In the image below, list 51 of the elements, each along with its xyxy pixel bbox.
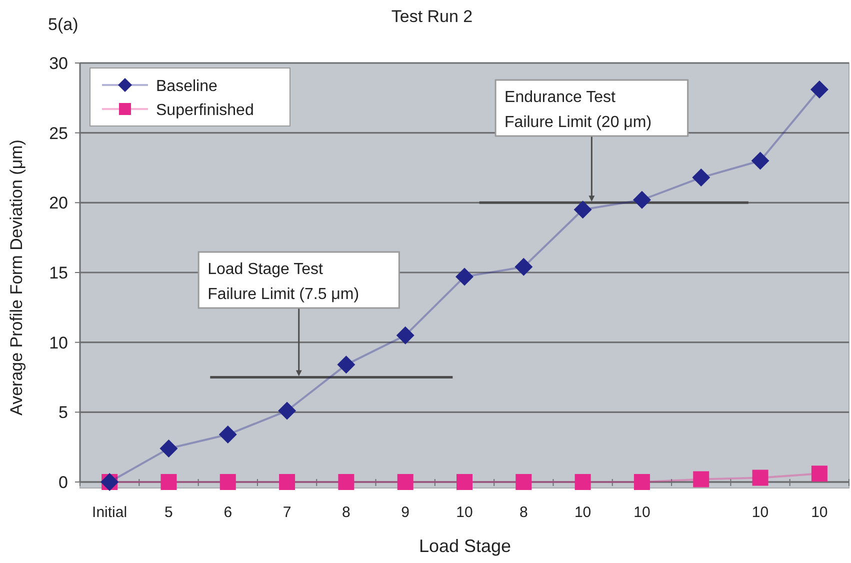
point bbox=[218, 426, 237, 444]
x-tick-label: 8 bbox=[519, 504, 528, 521]
x-tick-label: 7 bbox=[282, 504, 292, 521]
chart-title: Test Run 2 bbox=[391, 7, 473, 26]
point bbox=[397, 474, 414, 490]
point bbox=[516, 474, 532, 490]
text: 5(a) bbox=[48, 15, 78, 34]
x-tick-label: 9 bbox=[401, 504, 410, 521]
y-axis-title: Average Profile Form Deviation (μm) bbox=[7, 140, 26, 416]
point bbox=[337, 356, 356, 374]
point bbox=[692, 168, 710, 187]
point bbox=[811, 466, 828, 482]
point bbox=[693, 471, 710, 488]
x-tick-label: 10 bbox=[811, 504, 828, 521]
point bbox=[160, 439, 178, 458]
point bbox=[752, 470, 768, 486]
point bbox=[810, 80, 828, 99]
ref-line-label: Load Stage Test Failure Limit (7.5 μm) bbox=[208, 261, 360, 303]
y-tick-label: 15 bbox=[49, 264, 68, 282]
y-tick-label: 10 bbox=[49, 333, 68, 352]
x-tick-label: 10 bbox=[752, 504, 769, 521]
point bbox=[396, 326, 414, 344]
x-tick-label: 8 bbox=[342, 504, 350, 521]
point bbox=[632, 190, 651, 209]
x-tick-label: Initial bbox=[92, 504, 128, 521]
x-tick-label: 10 bbox=[456, 504, 473, 521]
point bbox=[456, 474, 472, 490]
point bbox=[634, 474, 650, 490]
point bbox=[220, 474, 236, 490]
point bbox=[456, 268, 474, 286]
point bbox=[574, 200, 592, 219]
x-tick-label: 5 bbox=[164, 504, 173, 521]
legend-label: Baseline bbox=[156, 78, 218, 95]
point bbox=[160, 474, 177, 490]
x-tick-label: 10 bbox=[574, 504, 592, 521]
y-tick-label: 25 bbox=[49, 124, 68, 143]
point bbox=[574, 474, 591, 490]
y-tick-label: 20 bbox=[49, 194, 68, 213]
y-tick-label: 0 bbox=[58, 473, 68, 492]
legend-label: Superfinished bbox=[156, 102, 254, 119]
point bbox=[751, 152, 770, 170]
y-tick-label: 5 bbox=[58, 403, 68, 422]
point bbox=[278, 402, 296, 420]
y-tick-label: 30 bbox=[49, 54, 68, 73]
point bbox=[514, 258, 533, 276]
x-tick-label: 6 bbox=[224, 504, 232, 521]
ref-line-label: Endurance Test Failure Limit (20 μm) bbox=[504, 89, 652, 131]
point bbox=[338, 474, 354, 490]
point bbox=[279, 474, 296, 490]
x-tick-label: 10 bbox=[634, 504, 650, 521]
x-axis-title: Load Stage bbox=[418, 536, 512, 556]
